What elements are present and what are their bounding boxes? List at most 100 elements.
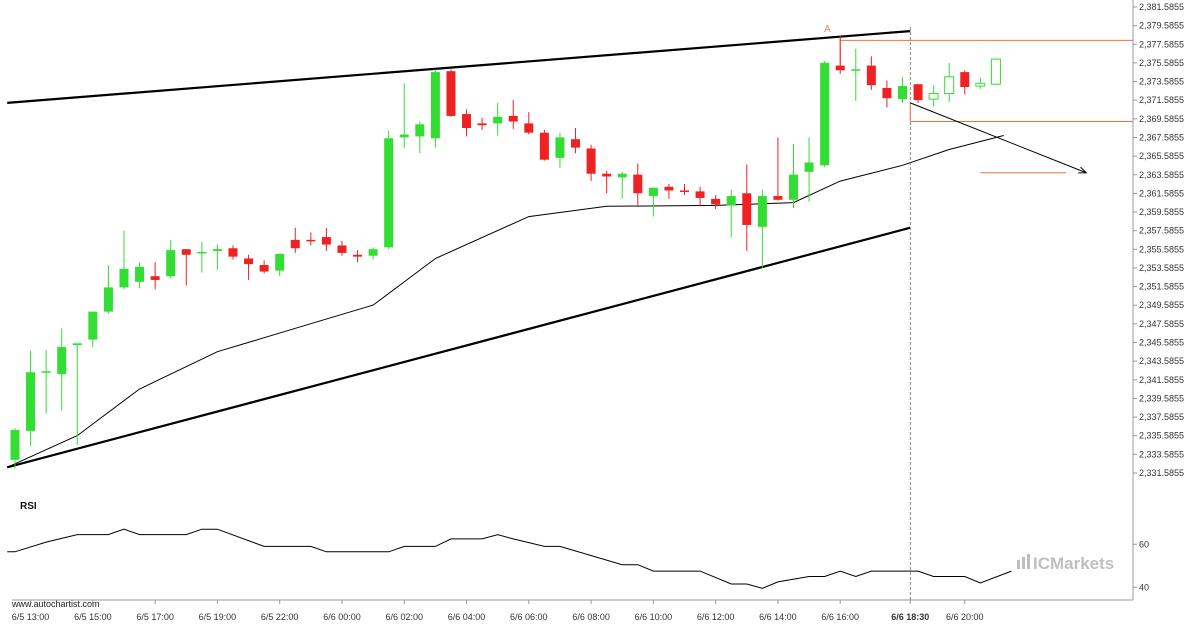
price-tick-label: 2,353.5855 [1139, 263, 1184, 273]
price-tick-label: 2,343.5855 [1139, 356, 1184, 366]
candle-body [259, 265, 269, 272]
candle-body [664, 186, 674, 191]
price-tick-label: 2,361.5855 [1139, 188, 1184, 198]
candle [181, 249, 191, 286]
price-tick-label: 2,331.5855 [1139, 468, 1184, 478]
candle [72, 343, 82, 445]
candle [415, 121, 425, 154]
candle [88, 311, 98, 348]
brand-logo: ICMarkets [1017, 554, 1114, 573]
wedge-pattern-layer [6, 27, 911, 600]
time-tick-label: 6/5 13:00 [12, 612, 50, 622]
candle-body [648, 187, 658, 197]
time-tick-label: 6/5 15:00 [74, 612, 112, 622]
candle [928, 85, 939, 107]
time-tick-label: 6/6 08:00 [572, 612, 610, 622]
candle [41, 349, 51, 414]
candle [462, 109, 472, 137]
price-tick-label: 2,379.5855 [1139, 21, 1184, 31]
price-tick-label: 2,345.5855 [1139, 338, 1184, 348]
price-tick-label: 2,341.5855 [1139, 375, 1184, 385]
candle [259, 260, 269, 274]
rsi-tick-label: 40 [1139, 582, 1149, 592]
candle [633, 163, 643, 206]
candle [399, 83, 409, 149]
price-tick-label: 2,367.5855 [1139, 132, 1184, 142]
candle [990, 58, 1001, 86]
candle [820, 60, 830, 168]
candle-body [150, 276, 160, 280]
candle [866, 56, 876, 90]
candle [555, 132, 565, 169]
candle [508, 100, 518, 129]
candle-body [384, 138, 394, 248]
price-tick-label: 2,335.5855 [1139, 431, 1184, 441]
candle [26, 350, 36, 446]
candle [757, 189, 767, 268]
candle-body [477, 123, 487, 126]
pattern-label: A [824, 24, 831, 35]
candle-body [119, 268, 129, 288]
candle-body [789, 174, 798, 200]
candle-body [462, 114, 472, 129]
candle-body [555, 137, 565, 158]
candle [446, 69, 456, 117]
candle [135, 262, 145, 289]
time-tick-label: 6/5 17:00 [136, 612, 174, 622]
candle-body [508, 115, 518, 122]
candle [571, 128, 581, 154]
price-tick-label: 2,333.5855 [1139, 449, 1184, 459]
candle-body [524, 123, 534, 133]
watermark-text: www.autochartist.com [11, 599, 100, 609]
candle [119, 230, 129, 290]
time-tick-label: 6/6 12:00 [697, 612, 735, 622]
candle [789, 143, 798, 209]
candle-body [835, 65, 845, 71]
price-tick-labels: 2,381.5855 2,379.5855 2,377.5855 2,375.5855… [1133, 2, 1184, 478]
candle-body [228, 248, 238, 257]
candle [539, 129, 549, 161]
time-tick-label: 6/6 04:00 [448, 612, 486, 622]
time-tick-label: 6/6 20:00 [946, 612, 984, 622]
candle [197, 241, 207, 273]
candle [742, 164, 752, 252]
candle [57, 328, 67, 411]
candle-body [975, 82, 986, 87]
candle-body [368, 249, 378, 256]
candle-body [446, 71, 456, 116]
candle [384, 130, 394, 250]
candle-body [602, 173, 612, 177]
time-tick-labels: 6/5 13:00 6/5 15:00 6/5 17:00 6/5 19:00 6/5 … [12, 600, 984, 622]
candle-body [960, 72, 970, 88]
price-tick-label: 2,365.5855 [1139, 151, 1184, 161]
candle-body [571, 139, 581, 148]
candle-body [866, 65, 876, 86]
price-tick-label: 2,381.5855 [1139, 2, 1184, 12]
candle-body [617, 173, 627, 178]
candle [368, 247, 378, 260]
candle-body [633, 174, 643, 194]
candle-body [57, 347, 67, 375]
price-tick-label: 2,339.5855 [1139, 393, 1184, 403]
candle-body [88, 311, 98, 340]
candle-body [26, 372, 36, 431]
price-tick-label: 2,347.5855 [1139, 319, 1184, 329]
candle [524, 112, 534, 135]
candle [711, 195, 721, 210]
candle-body [430, 72, 440, 139]
price-tick-label: 2,369.5855 [1139, 114, 1184, 124]
price-tick-label: 2,377.5855 [1139, 39, 1184, 49]
candle-body [415, 124, 425, 137]
moving-average-line [6, 135, 1004, 468]
candle-body [290, 239, 300, 249]
candle [851, 48, 861, 101]
rsi-line [7, 528, 1012, 589]
candle-body [275, 253, 285, 271]
candle [835, 35, 845, 74]
candle-body [680, 190, 690, 192]
candle-body [928, 93, 939, 100]
time-tick-label: 6/6 10:00 [635, 612, 673, 622]
price-tick-label: 2,355.5855 [1139, 244, 1184, 254]
candle-body [306, 239, 316, 242]
candle [103, 265, 113, 314]
